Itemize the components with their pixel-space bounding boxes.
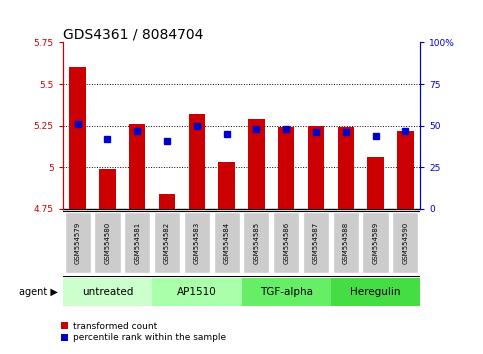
Bar [218, 162, 235, 209]
FancyBboxPatch shape [154, 212, 180, 273]
Text: AP1510: AP1510 [177, 287, 217, 297]
Text: GSM554582: GSM554582 [164, 222, 170, 263]
Text: untreated: untreated [82, 287, 133, 297]
FancyBboxPatch shape [331, 278, 420, 306]
FancyBboxPatch shape [65, 212, 91, 273]
Text: GSM554587: GSM554587 [313, 221, 319, 264]
FancyBboxPatch shape [124, 212, 150, 273]
FancyBboxPatch shape [303, 212, 329, 273]
FancyBboxPatch shape [333, 212, 359, 273]
Text: GSM554590: GSM554590 [402, 221, 408, 264]
Bar [308, 126, 324, 209]
Bar [99, 169, 115, 209]
Text: TGF-alpha: TGF-alpha [260, 287, 313, 297]
Bar [70, 68, 86, 209]
Bar [248, 119, 265, 209]
FancyBboxPatch shape [94, 212, 121, 273]
FancyBboxPatch shape [273, 212, 299, 273]
Bar [159, 194, 175, 209]
Bar [278, 127, 294, 209]
Text: GSM554586: GSM554586 [283, 221, 289, 264]
FancyBboxPatch shape [184, 212, 210, 273]
FancyBboxPatch shape [242, 278, 331, 306]
Text: GSM554583: GSM554583 [194, 221, 200, 264]
Text: GSM554585: GSM554585 [254, 222, 259, 263]
Text: GSM554584: GSM554584 [224, 222, 229, 263]
Text: GDS4361 / 8084704: GDS4361 / 8084704 [63, 27, 203, 41]
Bar [368, 157, 384, 209]
FancyBboxPatch shape [362, 212, 389, 273]
FancyBboxPatch shape [213, 212, 240, 273]
Bar [129, 124, 145, 209]
Legend: transformed count, percentile rank within the sample: transformed count, percentile rank withi… [57, 318, 230, 346]
Text: GSM554581: GSM554581 [134, 221, 140, 264]
Bar [397, 131, 413, 209]
FancyBboxPatch shape [63, 278, 152, 306]
Bar [189, 114, 205, 209]
Text: GSM554588: GSM554588 [343, 221, 349, 264]
Bar [338, 127, 354, 209]
FancyBboxPatch shape [392, 212, 418, 273]
Text: Heregulin: Heregulin [350, 287, 401, 297]
Text: GSM554589: GSM554589 [372, 221, 379, 264]
Text: GSM554579: GSM554579 [75, 221, 81, 264]
FancyBboxPatch shape [152, 278, 242, 306]
Text: GSM554580: GSM554580 [104, 221, 111, 264]
Text: agent ▶: agent ▶ [19, 287, 58, 297]
FancyBboxPatch shape [243, 212, 270, 273]
